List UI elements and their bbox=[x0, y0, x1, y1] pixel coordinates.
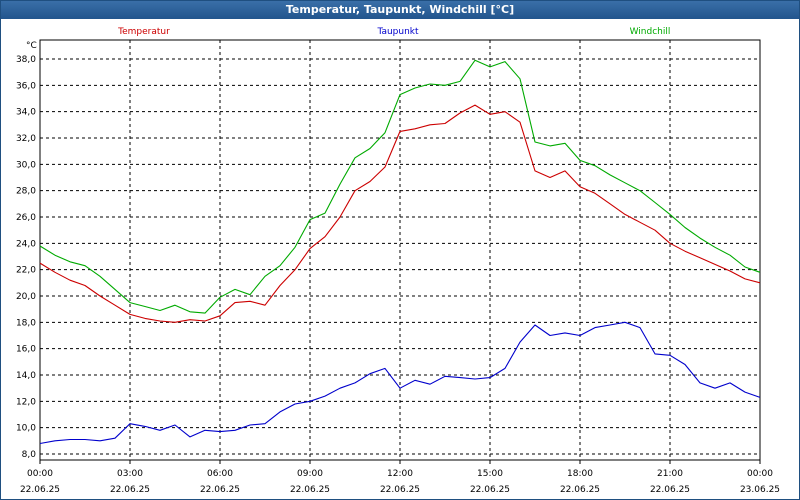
x-tick-time: 21:00 bbox=[657, 469, 683, 479]
y-tick-label: 22,0 bbox=[16, 266, 36, 276]
y-tick-label: 30,0 bbox=[16, 160, 36, 170]
legend-windchill: Windchill bbox=[630, 27, 671, 37]
x-tick-time: 18:00 bbox=[567, 469, 593, 479]
x-tick-date: 22.06.25 bbox=[20, 485, 60, 495]
y-tick-label: 32,0 bbox=[16, 134, 36, 144]
x-tick-date: 22.06.25 bbox=[650, 485, 690, 495]
plot-frame bbox=[39, 39, 761, 461]
grid bbox=[39, 40, 761, 464]
x-tick-date: 22.06.25 bbox=[560, 485, 600, 495]
y-tick-label: 16,0 bbox=[16, 345, 36, 355]
x-tick-time: 03:00 bbox=[117, 469, 143, 479]
series-line-temperatur bbox=[39, 104, 761, 323]
x-tick-time: 00:00 bbox=[27, 469, 53, 479]
y-tick-labels: 8,0 10,0 12,0 14,0 16,0 18,0 20,0 22,0 24,0 26,0 2… bbox=[16, 55, 36, 460]
y-tick-label: 24,0 bbox=[16, 239, 36, 249]
legend-temperatur: Temperatur bbox=[117, 27, 170, 37]
y-tick-label: 26,0 bbox=[16, 213, 36, 223]
x-tick-time: 09:00 bbox=[297, 469, 323, 479]
y-tick-label: 12,0 bbox=[16, 397, 36, 407]
y-tick-label: 18,0 bbox=[16, 318, 36, 328]
chart-title: Temperatur, Taupunkt, Windchill [°C] bbox=[1, 1, 799, 19]
x-tick-date: 22.06.25 bbox=[470, 485, 510, 495]
x-tick-date: 22.06.25 bbox=[110, 485, 150, 495]
y-tick-label: 28,0 bbox=[16, 187, 36, 197]
x-tick-labels: 00:00 22.06.25 03:00 22.06.25 06:00 22.06.25 0… bbox=[20, 469, 780, 495]
y-tick-label: 14,0 bbox=[16, 371, 36, 381]
x-tick-date: 23.06.25 bbox=[740, 485, 780, 495]
y-tick-label: 36,0 bbox=[16, 81, 36, 91]
y-tick-label: 34,0 bbox=[16, 108, 36, 118]
x-tick-date: 22.06.25 bbox=[380, 485, 420, 495]
x-tick-time: 12:00 bbox=[387, 469, 413, 479]
y-tick-label: 20,0 bbox=[16, 292, 36, 302]
legend-taupunkt: Taupunkt bbox=[376, 27, 419, 37]
legend: Temperatur Taupunkt Windchill bbox=[117, 27, 670, 37]
series-lines bbox=[39, 59, 761, 445]
x-tick-date: 22.06.25 bbox=[290, 485, 330, 495]
series-line-windchill bbox=[39, 59, 761, 314]
y-axis-label: °C bbox=[26, 41, 37, 51]
series-line-taupunkt bbox=[39, 321, 761, 445]
y-tick-label: 10,0 bbox=[16, 424, 36, 434]
x-tick-time: 15:00 bbox=[477, 469, 503, 479]
x-tick-time: 00:00 bbox=[747, 469, 773, 479]
y-tick-label: 8,0 bbox=[22, 450, 37, 460]
x-tick-time: 06:00 bbox=[207, 469, 233, 479]
x-tick-date: 22.06.25 bbox=[200, 485, 240, 495]
y-tick-label: 38,0 bbox=[16, 55, 36, 65]
